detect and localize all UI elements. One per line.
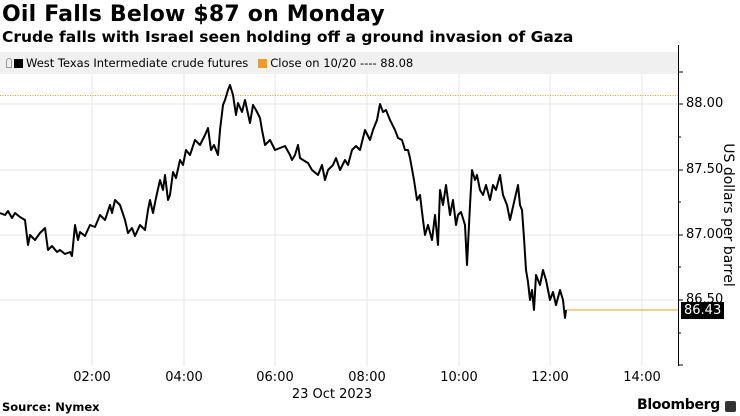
- last-value-label: 86.43: [681, 302, 725, 319]
- legend-label-wti: West Texas Intermediate crude futures: [26, 56, 249, 70]
- price-line: [0, 84, 567, 319]
- y-tick-87-5: 87.50: [686, 162, 724, 177]
- x-tick-0400: 04:00: [165, 370, 203, 385]
- chart-subtitle: Crude falls with Israel seen holding off…: [2, 28, 574, 46]
- legend-item-wti: West Texas Intermediate crude futures: [14, 56, 248, 70]
- y-tick-88: 88.00: [686, 96, 724, 111]
- bloomberg-terminal-icon: [725, 401, 736, 412]
- chart-title: Oil Falls Below $87 on Monday: [2, 2, 385, 27]
- source-note: Source: Nymex: [2, 400, 100, 414]
- x-tick-0800: 08:00: [348, 370, 386, 385]
- legend: West Texas Intermediate crude futures Cl…: [0, 52, 678, 74]
- x-tick-1000: 10:00: [440, 370, 478, 385]
- x-tick-0600: 06:00: [256, 370, 294, 385]
- legend-item-close: Close on 10/20 ---- 88.08: [258, 56, 413, 70]
- pin-icon[interactable]: [6, 58, 12, 68]
- x-axis-date: 23 Oct 2023: [291, 387, 373, 402]
- y-axis-title: US dollars per barrel: [720, 143, 736, 287]
- legend-label-close: Close on 10/20 ---- 88.08: [270, 56, 414, 70]
- legend-swatch-black: [14, 58, 23, 68]
- x-tick-1200: 12:00: [531, 370, 569, 385]
- x-tick-0200: 02:00: [73, 370, 111, 385]
- brand-logo: Bloomberg: [636, 397, 720, 413]
- y-tick-87: 87.00: [686, 227, 724, 242]
- legend-swatch-orange: [258, 58, 268, 68]
- x-tick-1400: 14:00: [623, 370, 661, 385]
